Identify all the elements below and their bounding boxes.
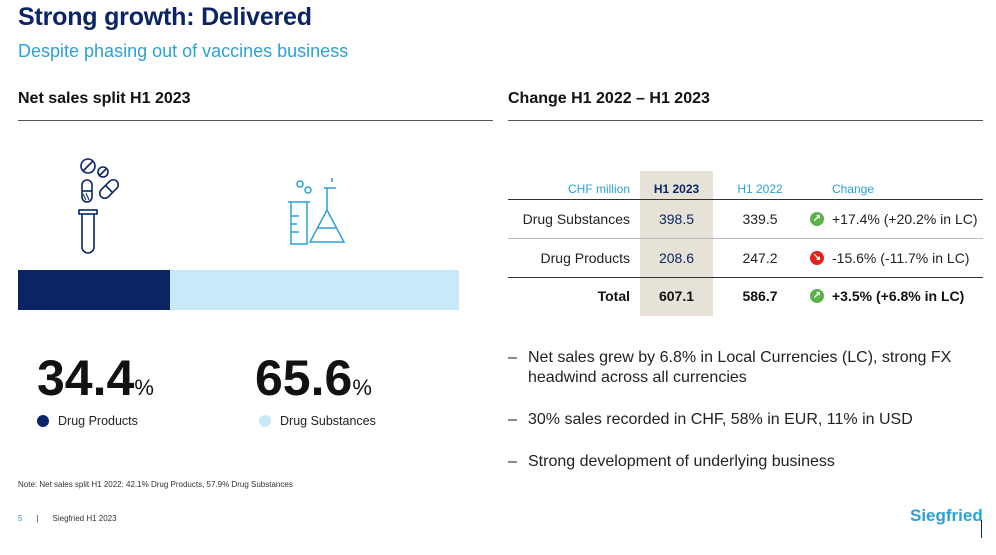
split-bar	[18, 270, 459, 310]
split-bar-segment	[169, 270, 459, 310]
change-text: -15.6% (-11.7% in LC)	[832, 250, 970, 266]
cell-h1-2023: 398.5	[658, 211, 695, 227]
row-label: Drug Substances	[522, 211, 630, 227]
table-row: Total 607.1 586.7 ↗ +3.5% (+6.8% in LC)	[508, 277, 983, 315]
brand-logo: Siegfried	[910, 506, 983, 525]
col-header-change: Change	[831, 182, 875, 196]
table-rule	[508, 199, 983, 200]
legend-drug-products: Drug Products	[37, 414, 138, 428]
brand-mark	[981, 520, 982, 538]
pills-testtube-icon	[78, 158, 120, 254]
col-header-h1-2023: H1 2023	[653, 182, 700, 196]
split-bar-segment	[18, 270, 170, 310]
page-subtitle: Despite phasing out of vaccines business	[18, 41, 349, 61]
cell-h1-2023: 607.1	[658, 288, 695, 304]
cell-change: ↘ -15.6% (-11.7% in LC)	[810, 239, 969, 277]
highlight-column	[640, 171, 713, 316]
legend-label: Drug Products	[58, 414, 138, 428]
stat-unit: %	[352, 375, 372, 400]
bullet-item: – Strong development of underlying busine…	[508, 452, 968, 472]
right-section-heading: Change H1 2022 – H1 2023	[508, 90, 710, 107]
cell-h1-2022: 586.7	[742, 288, 778, 304]
right-divider	[508, 120, 983, 121]
row-label: Total	[597, 288, 630, 304]
bullet-text: Strong development of underlying busines…	[528, 453, 835, 470]
change-text: +3.5% (+6.8% in LC)	[832, 288, 965, 304]
row-label: Drug Products	[540, 250, 630, 266]
change-text: +17.4% (+20.2% in LC)	[832, 211, 978, 227]
stat-value: 34.4	[37, 350, 135, 406]
trend-up-icon: ↗	[810, 212, 824, 226]
left-divider	[18, 120, 493, 121]
bullet-dash: –	[508, 349, 517, 366]
col-header-unit: CHF million	[567, 182, 630, 196]
bullet-dash: –	[508, 411, 517, 428]
lab-flask-icon	[288, 178, 346, 245]
table-row: Drug Substances 398.5 339.5 ↗ +17.4% (+20.2%…	[508, 200, 983, 238]
cell-change: ↗ +17.4% (+20.2% in LC)	[810, 200, 978, 238]
cell-h1-2022: 247.2	[742, 250, 778, 266]
table-rule	[508, 238, 983, 239]
table-row: Drug Products 208.6 247.2 ↘ -15.6% (-11.7% i…	[508, 239, 983, 277]
legend-label: Drug Substances	[280, 414, 376, 428]
left-section-heading: Net sales split H1 2023	[18, 90, 191, 107]
legend-dot	[37, 415, 49, 427]
trend-down-icon: ↘	[810, 251, 824, 265]
cell-h1-2023: 208.6	[658, 250, 695, 266]
bullet-text: 30% sales recorded in CHF, 58% in EUR, 1…	[528, 411, 913, 428]
cell-change: ↗ +3.5% (+6.8% in LC)	[810, 277, 964, 315]
stat-drug-substances: 65.6%	[255, 348, 372, 418]
stat-unit: %	[134, 375, 154, 400]
footnote: Note: Net sales split H1 2022: 42.1% Dru…	[18, 480, 293, 489]
footer-text: Siegfried H1 2023	[52, 514, 117, 523]
table-rule	[508, 277, 983, 278]
legend-drug-substances: Drug Substances	[259, 414, 376, 428]
bullet-item: – Net sales grew by 6.8% in Local Currenc…	[508, 348, 968, 388]
legend-dot	[259, 415, 271, 427]
bullet-item: –30% sales recorded in CHF, 58% in EUR, …	[508, 410, 968, 430]
footer: 5 | Siegfried H1 2023	[18, 514, 117, 523]
stat-value: 65.6	[255, 350, 353, 406]
bullet-text: Net sales grew by 6.8% in Local Currenci…	[528, 349, 952, 386]
trend-up-icon: ↗	[810, 289, 824, 303]
page-number: 5	[18, 514, 23, 523]
cell-h1-2022: 339.5	[742, 211, 778, 227]
footer-separator: |	[36, 514, 39, 523]
stat-drug-products: 34.4%	[37, 348, 154, 418]
col-header-h1-2022: H1 2022	[737, 182, 783, 196]
page-title: Strong growth: Delivered	[18, 3, 312, 31]
bullet-dash: –	[508, 453, 517, 470]
